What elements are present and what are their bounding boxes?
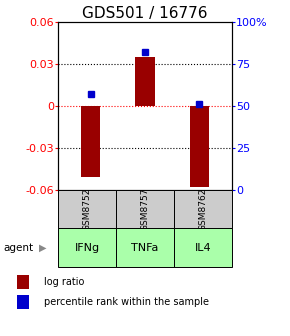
Text: ▶: ▶ [39, 243, 47, 253]
Text: IFNg: IFNg [75, 243, 99, 253]
Bar [116, 228, 174, 267]
Bar [58, 190, 116, 228]
Bar [135, 57, 155, 106]
Text: log ratio: log ratio [44, 277, 85, 287]
Bar [190, 106, 209, 187]
Text: IL4: IL4 [195, 243, 211, 253]
Text: percentile rank within the sample: percentile rank within the sample [44, 297, 209, 307]
Bar [174, 228, 232, 267]
Bar [17, 295, 29, 309]
Text: GSM8757: GSM8757 [140, 187, 150, 231]
Text: agent: agent [3, 243, 33, 253]
Bar [81, 106, 100, 177]
Text: GSM8762: GSM8762 [198, 187, 208, 231]
Text: TNFa: TNFa [131, 243, 159, 253]
Bar [116, 190, 174, 228]
Bar [174, 190, 232, 228]
Bar [58, 228, 116, 267]
Text: GSM8752: GSM8752 [82, 187, 92, 231]
Title: GDS501 / 16776: GDS501 / 16776 [82, 6, 208, 21]
Bar [17, 275, 29, 289]
